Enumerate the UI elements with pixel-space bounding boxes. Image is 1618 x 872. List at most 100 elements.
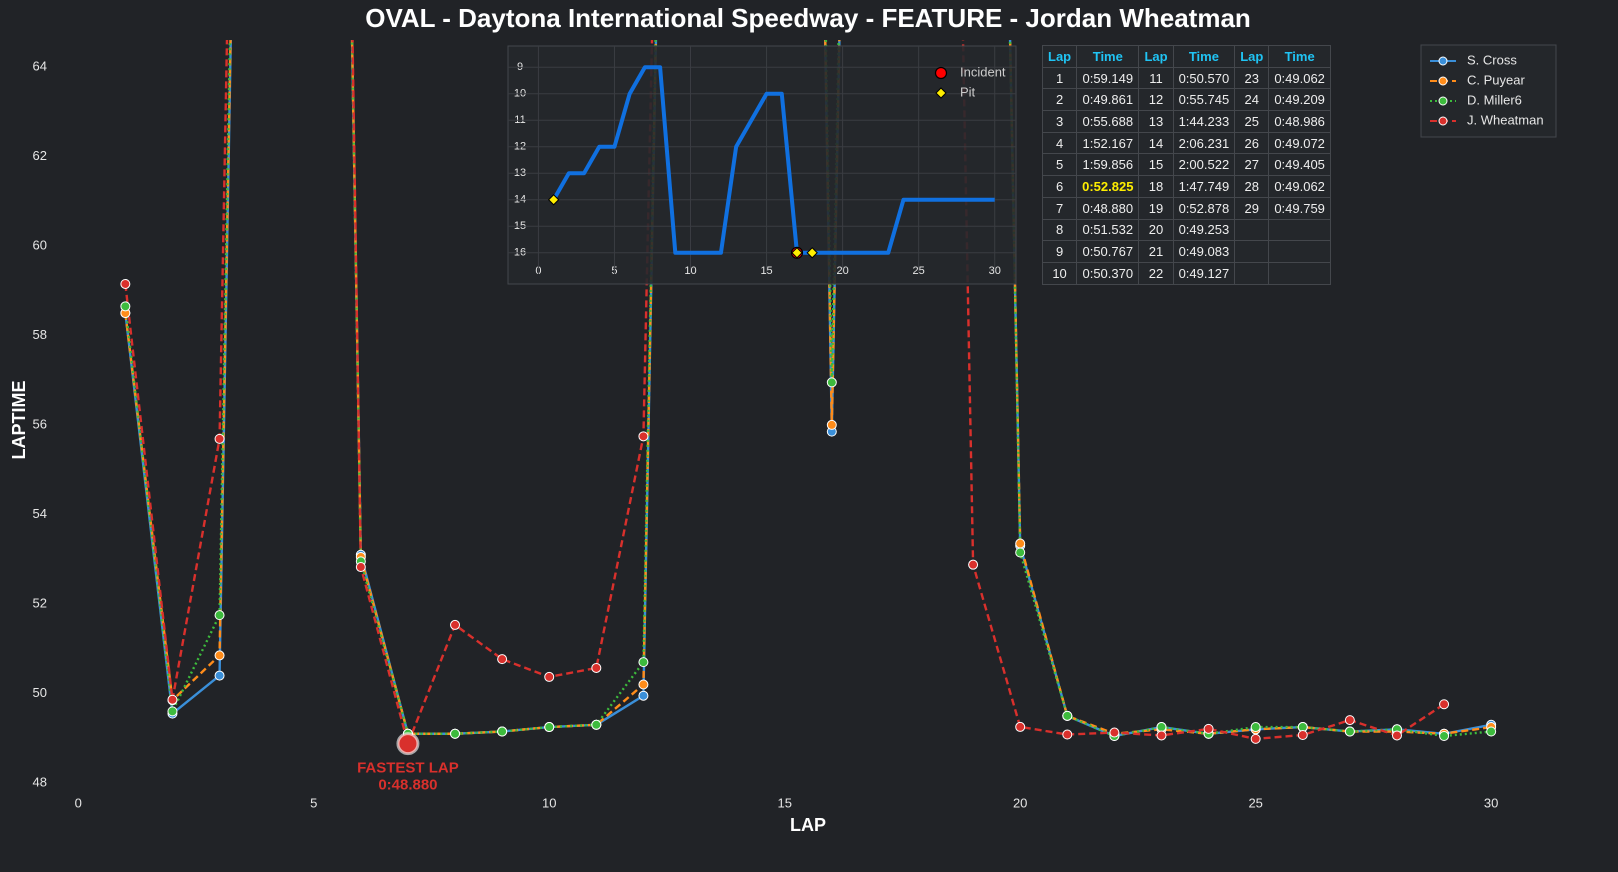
table-cell: 27 <box>1234 153 1270 177</box>
table-cell: 12 <box>1138 88 1174 112</box>
x-tick-label: 0 <box>75 795 82 810</box>
legend-label: D. Miller6 <box>1467 92 1522 107</box>
data-point <box>826 377 837 388</box>
table-cell: 0:49.253 <box>1172 218 1236 242</box>
x-tick-label: 10 <box>542 795 556 810</box>
data-point <box>1203 723 1214 734</box>
y-tick-label: 58 <box>33 327 47 342</box>
table-cell: 19 <box>1138 196 1174 220</box>
table-cell: 0:49.083 <box>1172 240 1236 263</box>
x-tick-label: 15 <box>777 795 791 810</box>
data-point <box>167 694 178 705</box>
data-point <box>1391 730 1402 741</box>
marker <box>806 247 818 259</box>
data-point <box>1344 726 1355 737</box>
data-point <box>214 650 225 661</box>
data-point <box>544 722 555 733</box>
table-cell: 0:49.861 <box>1076 88 1140 112</box>
data-point <box>214 433 225 444</box>
table-cell: 4 <box>1041 131 1078 155</box>
x-axis-label: LAP <box>790 815 826 835</box>
table-cell: 2:00.522 <box>1172 153 1236 177</box>
data-point <box>1439 730 1450 741</box>
table-cell: 0:49.405 <box>1268 153 1331 177</box>
legend-marker <box>1438 96 1448 106</box>
table-cell: 10 <box>1041 261 1078 285</box>
table-cell: 24 <box>1234 88 1270 112</box>
marker <box>547 194 560 206</box>
data-point <box>968 559 979 570</box>
data-point <box>1156 722 1167 733</box>
y-axis-label: LAPTIME <box>9 381 29 460</box>
legend-marker <box>934 66 948 80</box>
table-row: 7 0:48.880 19 0:52.878 29 0:49.759 <box>1041 196 1331 220</box>
y-tick-label: 48 <box>33 774 47 789</box>
table-cell: 0:50.570 <box>1172 66 1236 90</box>
table-row: 4 1:52.167 14 2:06.231 26 0:49.072 <box>1041 131 1331 155</box>
legend-marker <box>935 87 947 99</box>
data-point <box>1062 729 1073 740</box>
table-cell: 0:50.370 <box>1076 261 1140 285</box>
data-point <box>638 679 649 690</box>
table-header-cell: Lap <box>1234 45 1270 68</box>
table-cell: 8 <box>1041 218 1078 242</box>
series-line <box>124 40 1492 738</box>
y-tick-label: 62 <box>33 148 47 163</box>
data-point <box>120 278 131 289</box>
table-cell: 23 <box>1234 66 1270 90</box>
data-point <box>1015 721 1026 732</box>
table-cell-empty <box>1234 218 1270 242</box>
data-point <box>638 431 649 442</box>
table-cell: 0:49.062 <box>1268 175 1331 198</box>
table-cell: 0:49.072 <box>1268 131 1331 155</box>
table-cell: 3 <box>1041 110 1078 133</box>
table-cell: 0:48.880 <box>1076 196 1140 220</box>
fastest-lap-marker <box>396 732 420 756</box>
data-point <box>638 690 649 701</box>
legend-label: Incident <box>960 64 1006 79</box>
data-point <box>120 301 131 312</box>
table-row: 5 1:59.856 15 2:00.522 27 0:49.405 <box>1041 153 1331 177</box>
table-header-cell: Time <box>1268 45 1331 68</box>
y-tick-label: 54 <box>33 506 47 521</box>
table-cell: 0:49.759 <box>1268 196 1331 220</box>
table-cell: 14 <box>1138 131 1174 155</box>
data-point <box>638 657 649 668</box>
table-cell: 5 <box>1041 153 1078 177</box>
data-point <box>544 671 555 682</box>
y-tick-label: 56 <box>33 416 47 431</box>
legend-label: Pit <box>960 84 976 99</box>
table-header-cell: Lap <box>1041 45 1078 68</box>
plot-area <box>551 65 995 255</box>
table-row: 1 0:59.149 11 0:50.570 23 0:49.062 <box>1041 66 1331 90</box>
legend-label: C. Puyear <box>1467 72 1525 87</box>
table-cell: 29 <box>1234 196 1270 220</box>
table-cell: 0:55.688 <box>1076 110 1140 133</box>
table-cell-empty <box>1268 261 1331 285</box>
x-tick-label: 30 <box>1484 795 1498 810</box>
table-cell: 0:48.986 <box>1268 110 1331 133</box>
y-tick-label: 52 <box>33 595 47 610</box>
table-header-cell: Lap <box>1138 45 1174 68</box>
x-tick-label: 20 <box>1013 795 1027 810</box>
table-cell: 2:06.231 <box>1172 131 1236 155</box>
plot-area <box>120 40 1497 749</box>
data-point <box>1344 715 1355 726</box>
data-point <box>1015 547 1026 558</box>
data-point <box>214 670 225 681</box>
data-point <box>1439 699 1450 710</box>
data-point <box>497 654 508 665</box>
legend-label: J. Wheatman <box>1467 112 1544 127</box>
data-point <box>1156 730 1167 741</box>
marker <box>791 247 803 259</box>
table-cell: 0:52.825 <box>1076 175 1140 198</box>
y-tick-label: 64 <box>33 58 47 73</box>
table-row: 3 0:55.688 13 1:44.233 25 0:48.986 <box>1041 110 1331 133</box>
table-cell: 0:49.062 <box>1268 66 1331 90</box>
table-row: 6 0:52.825 18 1:47.749 28 0:49.062 <box>1041 175 1331 198</box>
y-tick-label: 60 <box>33 237 47 252</box>
table-cell: 0:59.149 <box>1076 66 1140 90</box>
x-tick-label: 25 <box>1248 795 1262 810</box>
table-cell: 2 <box>1041 88 1078 112</box>
table-cell: 0:52.878 <box>1172 196 1236 220</box>
